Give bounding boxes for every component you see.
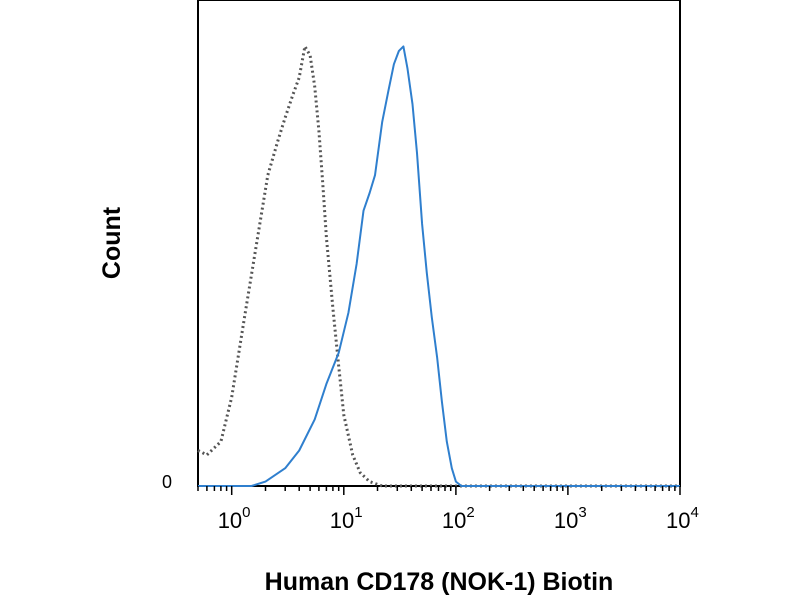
x-tick-label: 101 bbox=[330, 504, 363, 533]
x-tick-labels: 100 101 102 103 104 bbox=[218, 504, 699, 533]
plot-frame bbox=[197, 0, 681, 487]
x-ticks bbox=[197, 486, 681, 495]
series-layer bbox=[197, 44, 680, 488]
x-axis-label: Human CD178 (NOK-1) Biotin bbox=[265, 568, 614, 596]
x-tick-label: 104 bbox=[666, 504, 699, 533]
x-tick-label: 100 bbox=[218, 504, 251, 533]
y-axis-label: Count bbox=[98, 206, 126, 279]
x-tick-label: 103 bbox=[554, 504, 587, 533]
histogram-series-1 bbox=[197, 44, 680, 488]
y-tick-label-zero: 0 bbox=[162, 472, 172, 492]
histogram-series-2 bbox=[198, 45, 680, 487]
x-tick-label: 102 bbox=[442, 504, 475, 533]
